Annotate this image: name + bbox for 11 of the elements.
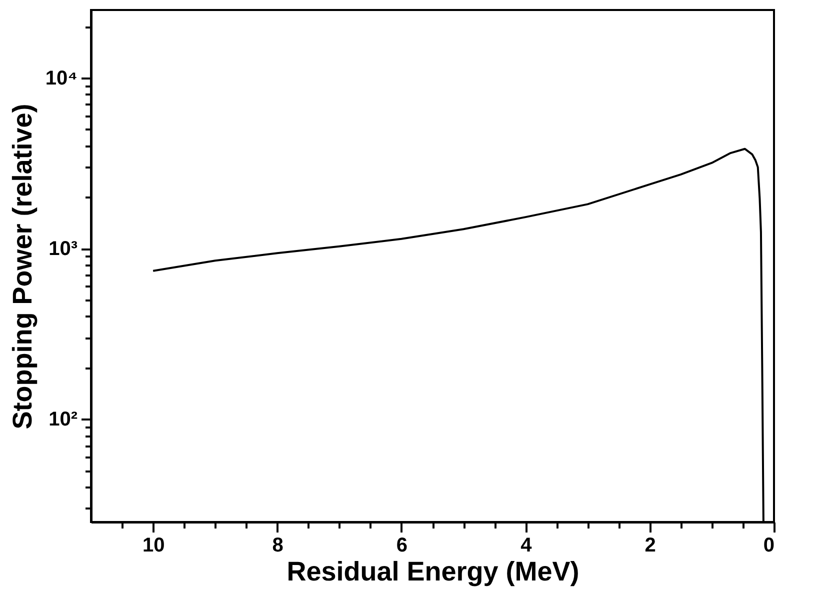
x-tick-label: 8 xyxy=(272,534,284,556)
x-tick-label: 0 xyxy=(763,534,774,556)
y-axis-title: Stopping Power (relative) xyxy=(7,104,38,430)
x-axis-title: Residual Energy (MeV) xyxy=(286,556,580,586)
y-tick-label: 10³ xyxy=(48,238,78,260)
x-tick-label: 10 xyxy=(142,534,165,556)
y-tick-label: 10⁴ xyxy=(45,67,78,90)
x-tick-label: 4 xyxy=(520,534,533,556)
x-tick-label: 2 xyxy=(644,534,656,556)
x-tick-label: 6 xyxy=(396,534,408,556)
y-tick-label: 10² xyxy=(48,408,78,431)
